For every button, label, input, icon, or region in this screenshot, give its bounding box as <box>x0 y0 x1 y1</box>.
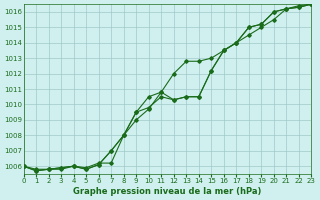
X-axis label: Graphe pression niveau de la mer (hPa): Graphe pression niveau de la mer (hPa) <box>73 187 262 196</box>
